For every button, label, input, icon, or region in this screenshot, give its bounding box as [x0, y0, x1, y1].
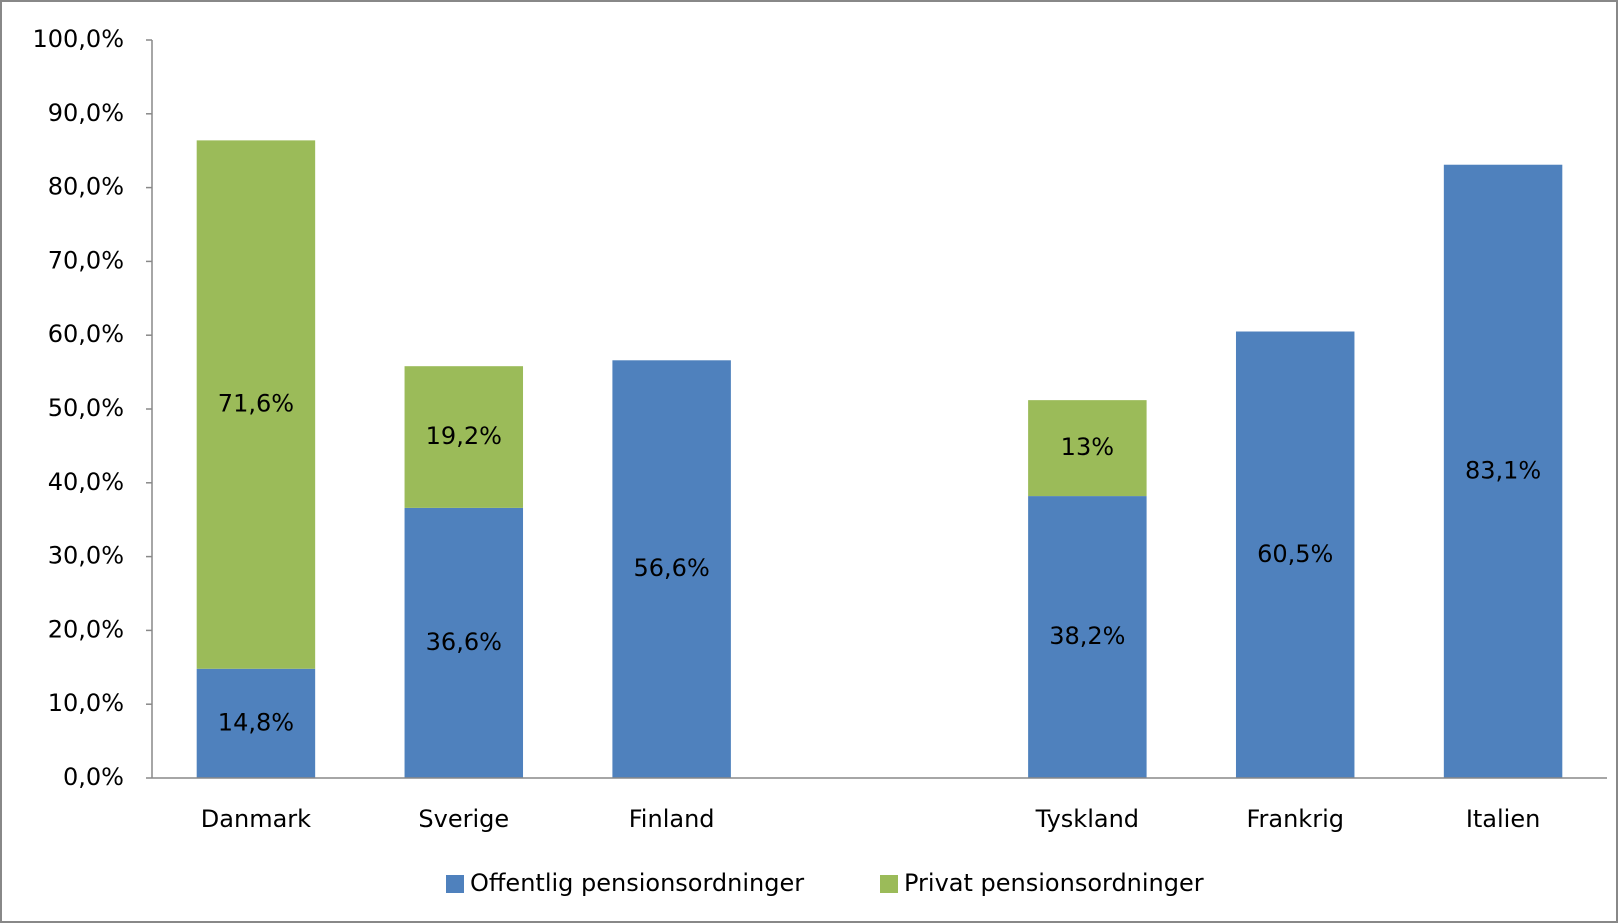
bar-segment: [196, 668, 316, 778]
x-tick-label: Sverige: [418, 805, 509, 833]
bar-segment: [1028, 400, 1147, 497]
x-tick-label: Finland: [629, 805, 715, 833]
x-tick-label: Italien: [1466, 805, 1541, 833]
y-tick-label: 0,0%: [63, 763, 124, 791]
bar-segment: [404, 507, 524, 778]
y-tick-label: 10,0%: [48, 689, 124, 717]
data-label: 38,2%: [1049, 622, 1125, 650]
y-tick-label: 20,0%: [48, 615, 124, 643]
data-label: 60,5%: [1257, 540, 1333, 568]
legend-label: Offentlig pensionsordninger: [470, 869, 804, 897]
bar-segment: [1028, 496, 1147, 778]
legend-swatch: [880, 875, 898, 893]
data-label: 14,8%: [218, 708, 294, 736]
y-tick-label: 90,0%: [48, 99, 124, 127]
y-tick-label: 40,0%: [48, 468, 124, 496]
y-tick-label: 70,0%: [48, 246, 124, 274]
bar-segment: [404, 366, 524, 508]
bar-segment: [196, 140, 316, 669]
data-label: 19,2%: [426, 422, 502, 450]
y-tick-label: 50,0%: [48, 394, 124, 422]
y-tick-label: 30,0%: [48, 542, 124, 570]
y-tick-label: 100,0%: [32, 25, 124, 53]
x-tick-label: Frankrig: [1246, 805, 1344, 833]
x-tick-label: Danmark: [201, 805, 311, 833]
y-tick-label: 80,0%: [48, 173, 124, 201]
legend-swatch: [446, 875, 464, 893]
data-label: 71,6%: [218, 390, 294, 418]
data-label: 56,6%: [634, 554, 710, 582]
bar-segment: [1443, 164, 1563, 779]
data-label: 83,1%: [1465, 456, 1541, 484]
bar-segment: [1235, 331, 1355, 778]
legend-label: Privat pensionsordninger: [904, 869, 1204, 897]
y-tick-label: 60,0%: [48, 320, 124, 348]
bar-segment: [612, 360, 731, 778]
data-label: 36,6%: [426, 628, 502, 656]
x-tick-label: Tyskland: [1035, 805, 1139, 833]
data-label: 13%: [1061, 433, 1114, 461]
